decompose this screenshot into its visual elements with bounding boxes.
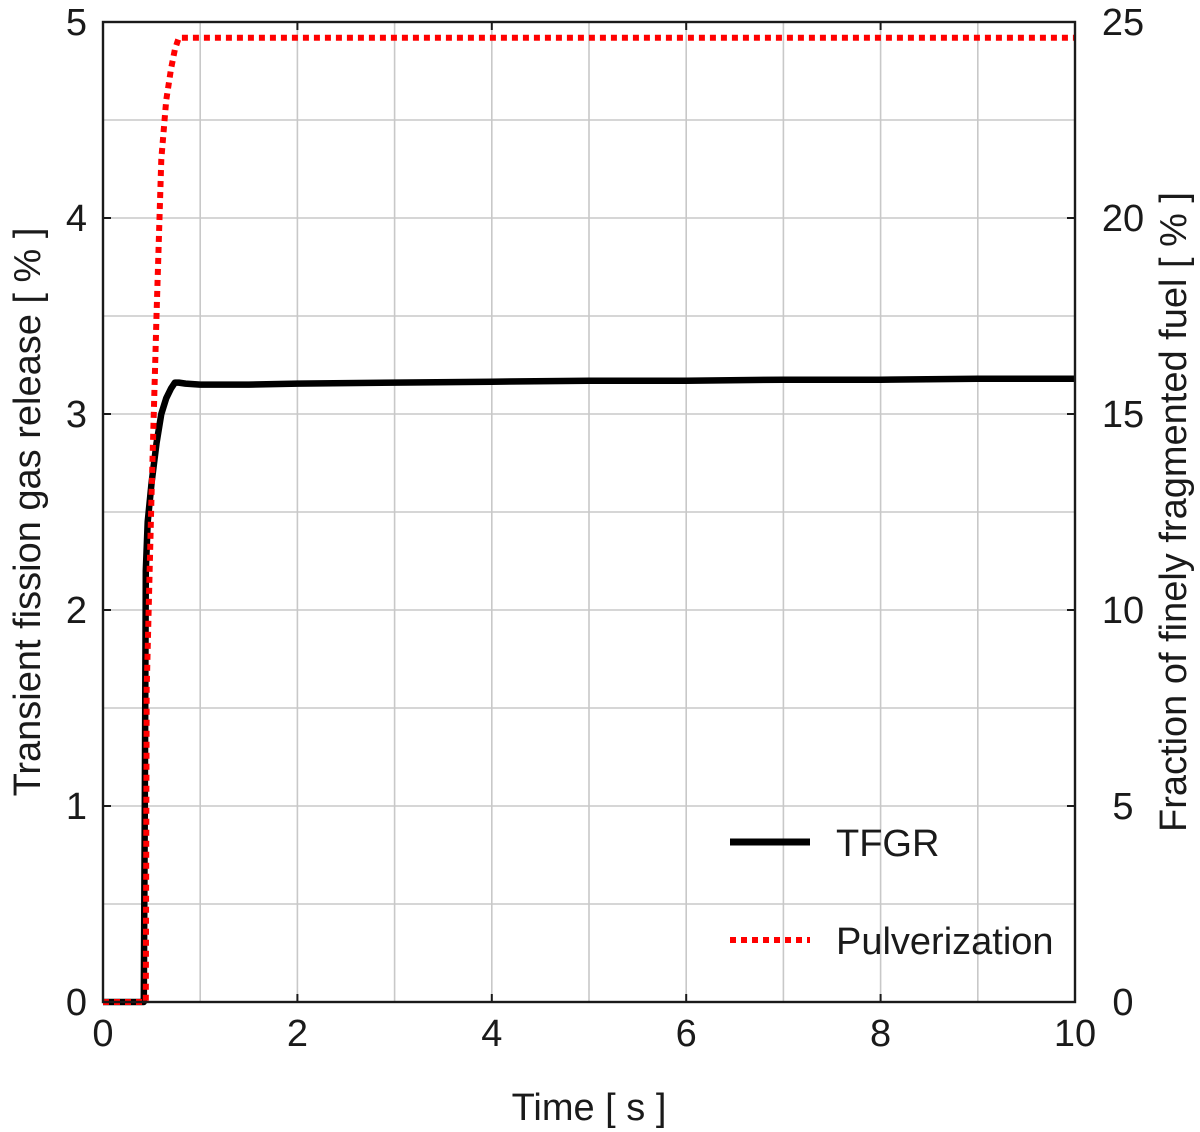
y-tick-label: 3 <box>66 394 87 436</box>
x-tick-label: 8 <box>870 1013 891 1055</box>
y-tick-label: 4 <box>66 198 87 240</box>
y2-tick-label: 10 <box>1102 590 1144 632</box>
y-tick-label: 1 <box>66 786 87 828</box>
x-tick-label: 0 <box>92 1013 113 1055</box>
x-axis-label: Time [ s ] <box>512 1087 667 1129</box>
y-tick-label: 5 <box>66 2 87 44</box>
x-tick-label: 2 <box>287 1013 308 1055</box>
series-layer <box>103 34 1075 1006</box>
ticks: 0 2 4 6 8 10 0 1 2 3 4 5 0 5 10 15 20 25 <box>66 2 1144 1055</box>
y-axis-label: Transient fission gas release [ % ] <box>7 228 49 797</box>
legend-label-tfgr: TFGR <box>836 823 939 865</box>
y-tick-label: 2 <box>66 590 87 632</box>
legend-label-pulverization: Pulverization <box>836 921 1054 963</box>
legend: TFGR Pulverization <box>730 823 1054 963</box>
x-tick-label: 4 <box>481 1013 502 1055</box>
y2-tick-label: 15 <box>1102 394 1144 436</box>
x-tick-label: 6 <box>676 1013 697 1055</box>
y2-tick-label: 0 <box>1112 982 1133 1024</box>
y2-tick-label: 25 <box>1102 2 1144 44</box>
x-tick-label: 10 <box>1054 1013 1096 1055</box>
series-line-tfgr <box>103 375 1075 1006</box>
series-line-pulverization <box>103 34 1075 1005</box>
y-tick-label: 0 <box>66 982 87 1024</box>
y2-tick-label: 5 <box>1112 786 1133 828</box>
plot-frame <box>101 20 1077 1004</box>
y2-axis-label: Fraction of finely fragmented fuel [ % ] <box>1153 192 1195 832</box>
grid <box>103 22 1075 1002</box>
y2-tick-label: 20 <box>1102 198 1144 240</box>
